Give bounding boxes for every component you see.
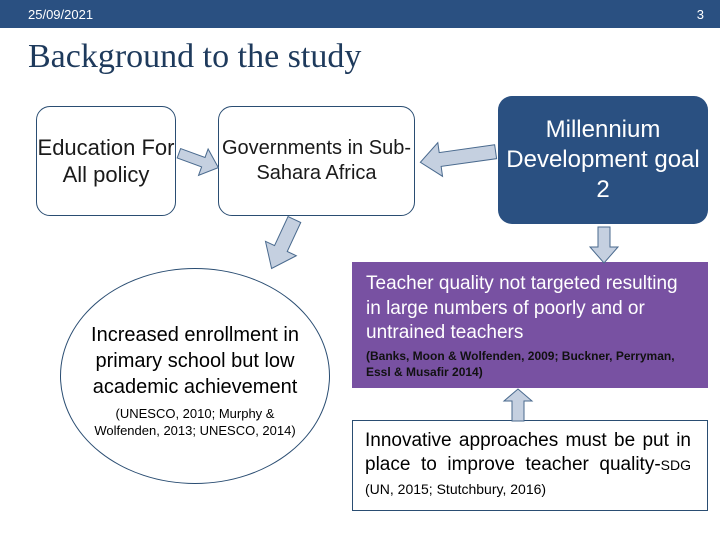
page-title: Background to the study [0, 28, 720, 86]
arrow-br-to-purple [498, 387, 538, 423]
header-page-number: 3 [697, 7, 704, 22]
purple-citation: (Banks, Moon & Wolfenden, 2009; Buckner,… [366, 349, 694, 380]
arrow-2-to-ellipse [258, 215, 308, 273]
header-bar: 25/09/2021 3 [0, 0, 720, 28]
arrow-1-to-2 [175, 140, 220, 185]
box-education-for-all: Education For All policy [36, 106, 176, 216]
purple-main-text: Teacher quality not targeted resulting i… [366, 272, 694, 346]
ellipse-main-text: Increased enrollment in primary school b… [87, 322, 303, 400]
br-text-a: Innovative approaches must be put in pla… [365, 430, 691, 475]
box-millennium: Millennium Development goal 2 [498, 96, 708, 224]
box1-text: Education For All policy [37, 134, 175, 189]
box2-text: Governments in Sub-Sahara Africa [219, 136, 414, 186]
ellipse-enrollment: Increased enrollment in primary school b… [60, 268, 330, 484]
box-governments: Governments in Sub-Sahara Africa [218, 106, 415, 216]
br-text-c: (UN, 2015; Stutchbury, 2016) [365, 481, 546, 497]
box-innovative-approaches: Innovative approaches must be put in pla… [352, 420, 708, 511]
arrow-3-to-purple [584, 225, 624, 265]
box3-text: Millennium Development goal 2 [498, 115, 708, 205]
br-text-b: SDG [661, 457, 691, 473]
ellipse-citation: (UNESCO, 2010; Murphy & Wolfenden, 2013;… [87, 406, 303, 439]
arrow-3-to-2 [418, 132, 498, 182]
box-teacher-quality: Teacher quality not targeted resulting i… [352, 262, 708, 388]
header-date: 25/09/2021 [28, 7, 93, 22]
